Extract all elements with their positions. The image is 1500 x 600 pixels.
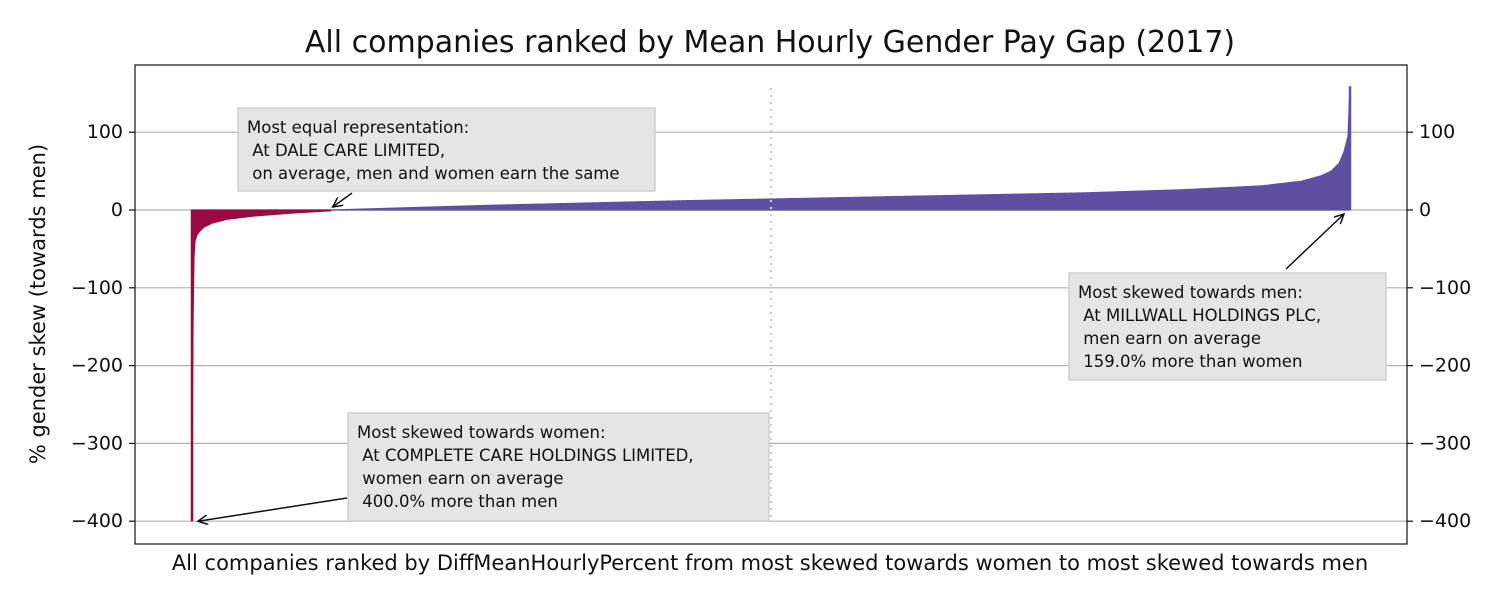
annotation-arrow <box>1285 214 1344 270</box>
annotation-text-line: Most equal representation: <box>247 118 469 137</box>
annotation-box <box>347 412 770 522</box>
ytick-label-right: −300 <box>1419 432 1471 454</box>
annotation-1: Most equal representation: At DALE CARE … <box>237 107 656 207</box>
annotation-3: Most skewed towards men: At MILLWALL HOL… <box>1068 214 1387 381</box>
annotation-text-line: 159.0% more than women <box>1078 352 1302 371</box>
annotation-arrow <box>333 192 353 207</box>
annotation-layer: Most equal representation: At DALE CARE … <box>198 107 1387 522</box>
bars-women <box>191 209 332 522</box>
y-axis-title: % gender skew (towards men) <box>26 144 50 464</box>
ytick-label-left: 0 <box>111 199 123 221</box>
ytick-label-left: −200 <box>71 355 123 377</box>
ytick-label-left: −100 <box>71 277 123 299</box>
annotation-box <box>237 107 656 192</box>
bars-men <box>330 86 1351 211</box>
ytick-label-right: 0 <box>1419 199 1431 221</box>
annotation-text-line: At DALE CARE LIMITED, <box>247 141 445 160</box>
annotation-text-line: At COMPLETE CARE HOLDINGS LIMITED, <box>357 446 694 465</box>
annotation-2: Most skewed towards women: At COMPLETE C… <box>198 412 770 522</box>
chart-title: All companies ranked by Mean Hourly Gend… <box>305 25 1235 60</box>
axes-layer: 100 100 0 0 −100 −100 −200 −200 −300 −300 −400 −400 <box>71 64 1471 545</box>
bars-layer <box>190 86 1352 522</box>
x-axis-title: All companies ranked by DiffMeanHourlyPe… <box>172 551 1368 575</box>
annotation-text-line: Most skewed towards women: <box>357 423 606 442</box>
annotation-box <box>1068 272 1387 381</box>
annotation-text-line: men earn on average <box>1078 329 1261 348</box>
ytick-label-left: 100 <box>87 121 123 143</box>
annotation-text-line: Most skewed towards men: <box>1078 283 1303 302</box>
annotation-text-line: At MILLWALL HOLDINGS PLC, <box>1078 306 1321 325</box>
annotation-text-line: women earn on average <box>357 469 564 488</box>
annotation-text-line: 400.0% more than men <box>357 492 558 511</box>
ytick-label-right: −100 <box>1419 277 1471 299</box>
annotation-text-line: on average, men and women earn the same <box>247 164 620 183</box>
ytick-label-right: 100 <box>1419 121 1455 143</box>
ytick-label-right: −400 <box>1419 510 1471 532</box>
ytick-label-left: −300 <box>71 432 123 454</box>
annotation-arrow <box>198 497 348 521</box>
ytick-label-right: −200 <box>1419 355 1471 377</box>
ytick-label-left: −400 <box>71 510 123 532</box>
plot-frame <box>134 64 1408 545</box>
